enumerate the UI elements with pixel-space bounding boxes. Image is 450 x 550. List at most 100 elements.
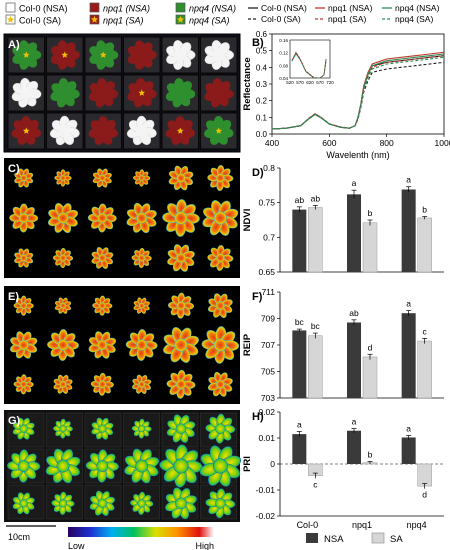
inset-y-tick-label: 0.04	[279, 76, 288, 81]
heatmap-plant	[47, 202, 79, 234]
genotype-legend-label: npq4 (SA)	[189, 16, 230, 26]
genotype-legend-label: npq1 (NSA)	[103, 4, 150, 14]
plant-rosette	[50, 40, 80, 70]
heatmap-plant	[12, 417, 35, 440]
colorbar	[68, 527, 214, 537]
heatmap-plant	[13, 374, 34, 395]
panel-label-e: E)	[8, 291, 19, 303]
pri-bar-chart: -0.02 -0.01 0 0.01 0.02 PRI a c Col-0 a b npq1 a d npq…	[242, 407, 444, 530]
y-tick-label: 705	[261, 367, 275, 377]
y-tick-label: 0.01	[258, 433, 275, 443]
panel-label-b: B)	[252, 37, 264, 49]
significance-label: bc	[295, 317, 305, 327]
genotype-legend-label: Col-0 (SA)	[19, 16, 61, 26]
heatmap-plant	[52, 247, 74, 269]
x-tick-label: Col-0	[297, 520, 319, 530]
heatmap-plant	[201, 326, 240, 364]
star-icon	[138, 89, 146, 96]
plant-rosette	[12, 40, 42, 70]
y-tick-label: 711	[261, 287, 275, 297]
inset-x-tick-label: 720	[326, 80, 334, 85]
x-tick-label: 600	[322, 138, 336, 148]
x-tick-label: 1000	[435, 138, 450, 148]
y-axis-label: NDVI	[242, 209, 253, 232]
inset-y-tick-label: 0.12	[279, 51, 288, 56]
significance-label: c	[423, 326, 428, 336]
reip-bar-chart: 703 705 707 709 711 REIP bc bc ab d a c	[242, 287, 444, 403]
genotype-legend: Col-0 (NSA) Col-0 (SA) npq1 (NSA) npq1 (SA)…	[5, 2, 236, 26]
y-tick-label: 0.4	[256, 63, 268, 72]
bar	[292, 330, 307, 398]
heatmap-plant	[125, 329, 158, 361]
bar	[417, 340, 432, 399]
inset-x-tick-label: 620	[306, 80, 314, 85]
inset-x-tick-label: 670	[316, 80, 324, 85]
heatmap-plant	[12, 492, 35, 515]
bar	[347, 430, 361, 464]
heatmap-plant	[91, 417, 114, 440]
pri-image-panel: G)	[4, 410, 242, 522]
genotype-legend-item: Col-0 (SA)	[5, 14, 61, 26]
bar	[362, 356, 378, 399]
heatmap-plant	[199, 445, 242, 487]
y-axis-label: Reflectance	[242, 57, 253, 110]
panel-label-c: C)	[8, 163, 20, 175]
heatmap-plant	[167, 292, 195, 319]
bar	[417, 217, 432, 273]
legend-label: npq1 (NSA)	[328, 3, 373, 13]
heatmap-plant	[166, 414, 196, 443]
y-tick-label: 0	[270, 459, 275, 469]
genotype-legend-label: npq1 (SA)	[103, 16, 144, 26]
significance-label: ab	[295, 195, 305, 205]
bar	[292, 434, 307, 464]
heatmap-plant	[130, 491, 154, 515]
genotype-legend-item: Col-0 (NSA)	[5, 2, 68, 14]
panel-label-f: F)	[252, 291, 263, 303]
heatmap-plant	[6, 449, 41, 483]
significance-label: ab	[349, 308, 359, 318]
series-line	[271, 56, 445, 130]
genotype-swatch	[175, 2, 186, 13]
plant-rosette	[88, 116, 119, 145]
heatmap-plant	[162, 199, 200, 237]
significance-label: a	[406, 423, 411, 433]
heatmap-plant	[14, 168, 34, 188]
heatmap-plant	[85, 449, 119, 483]
inset-x-tick-label: 520	[286, 80, 294, 85]
bar	[292, 209, 307, 272]
y-tick-label: 0.3	[256, 80, 268, 89]
bar	[401, 313, 416, 398]
heatmap-plant	[167, 244, 195, 272]
heatmap-plant	[14, 248, 34, 268]
x-tick-label: npq1	[352, 520, 372, 530]
legend-label: Col-0 (SA)	[261, 14, 301, 24]
star-icon	[176, 127, 184, 134]
reflectance-legend: Col-0 (NSA) npq1 (NSA) npq4 (NSA) Col-0 (SA…	[248, 3, 440, 24]
heatmap-plant	[9, 331, 38, 359]
legend-label: Col-0 (NSA)	[261, 3, 307, 13]
plant-rosette	[165, 116, 196, 145]
heatmap-plant	[159, 444, 203, 488]
bar	[401, 437, 416, 464]
legend-swatch-nsa	[306, 533, 318, 543]
significance-label: a	[406, 175, 411, 185]
heatmap-plant	[131, 418, 152, 439]
heatmap-plant	[54, 297, 72, 314]
bar	[362, 222, 378, 273]
heatmap-plant	[92, 295, 113, 316]
heatmap-plant	[207, 244, 234, 272]
plant-rosette	[89, 40, 119, 70]
heatmap-plant	[88, 331, 117, 359]
plant-rosette	[127, 78, 157, 108]
y-axis-label: REIP	[242, 333, 253, 356]
heatmap-plant	[126, 202, 157, 234]
heatmap-plant	[165, 487, 197, 520]
panel-label-h: H)	[252, 411, 264, 423]
heatmap-plant	[207, 371, 233, 397]
inset-frame	[289, 39, 331, 79]
ndvi-image-panel: C)	[4, 158, 240, 278]
inset-series-line	[291, 52, 327, 79]
significance-label: bc	[311, 321, 321, 331]
panel-label-g: G)	[8, 415, 21, 427]
